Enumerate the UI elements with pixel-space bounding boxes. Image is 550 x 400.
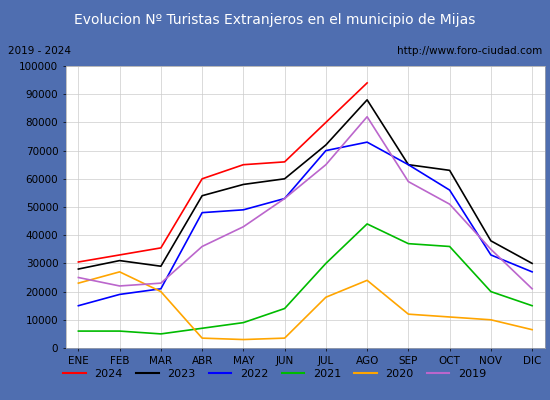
Text: 2019 - 2024: 2019 - 2024: [8, 46, 71, 56]
Legend: 2024, 2023, 2022, 2021, 2020, 2019: 2024, 2023, 2022, 2021, 2020, 2019: [59, 364, 491, 384]
Text: Evolucion Nº Turistas Extranjeros en el municipio de Mijas: Evolucion Nº Turistas Extranjeros en el …: [74, 13, 476, 27]
Text: http://www.foro-ciudad.com: http://www.foro-ciudad.com: [397, 46, 542, 56]
